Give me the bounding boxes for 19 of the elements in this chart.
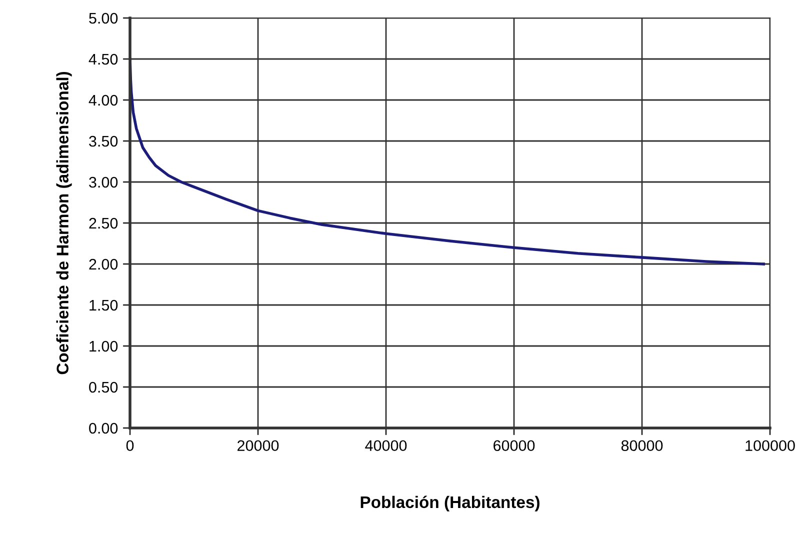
y-tick-label: 1.50: [90, 300, 118, 311]
x-tick-label: 20000: [238, 440, 279, 452]
y-axis-title: Coeficiente de Harmon (adimensional): [56, 72, 72, 374]
x-tick-label: 100000: [746, 440, 795, 452]
y-tick-label: 3.50: [89, 136, 118, 147]
y-tick-label: 1.00: [90, 340, 118, 352]
x-axis-title: Población (Habitantes): [360, 496, 540, 512]
y-tick-label: 4.50: [88, 54, 118, 65]
y-tick-label: 5.00: [89, 12, 118, 24]
y-tick-label: 2.50: [89, 218, 118, 229]
x-tick-label: 0: [126, 440, 134, 452]
y-tick-label: 0.00: [89, 422, 118, 434]
x-tick-label: 80000: [621, 440, 663, 452]
y-tick-label: 2.00: [89, 258, 118, 270]
x-tick-label: 40000: [365, 440, 407, 452]
x-tick-label: 60000: [494, 440, 535, 452]
y-tick-label: 4.00: [88, 94, 118, 106]
y-tick-label: 0.50: [89, 382, 118, 393]
y-tick-label: 3.00: [89, 176, 118, 188]
